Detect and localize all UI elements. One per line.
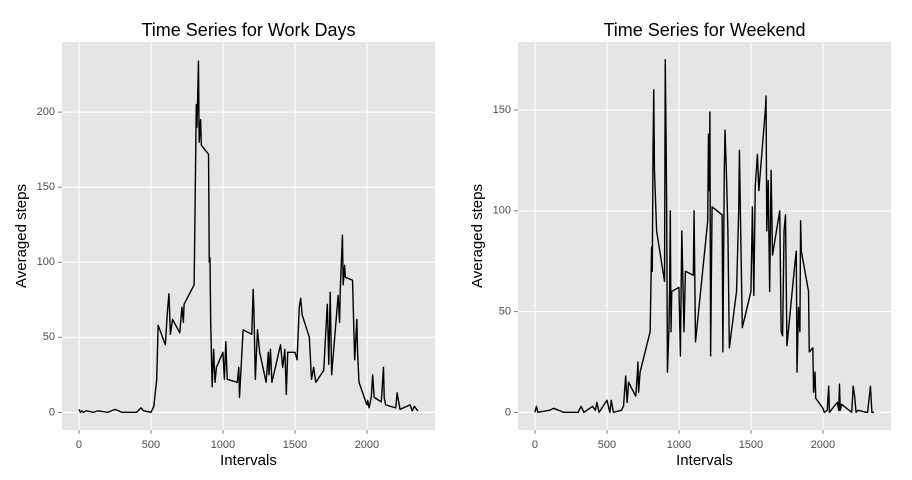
x-tick-label: 1000 <box>211 439 235 451</box>
y-tick-label: 100 <box>493 205 511 217</box>
y-tick-label: 50 <box>43 331 55 343</box>
x-tick-label: 2000 <box>355 439 379 451</box>
y-axis-title: Averaged steps <box>13 184 30 288</box>
data-line <box>78 60 419 414</box>
x-tick-label: 1500 <box>739 439 763 451</box>
y-tick-label: 0 <box>49 406 55 418</box>
x-tick-label: 0 <box>76 439 82 451</box>
y-tick-label: 150 <box>37 181 55 193</box>
x-tick-label: 1500 <box>283 439 307 451</box>
x-axis-title: Intervals <box>676 452 733 469</box>
x-axis-title: Intervals <box>220 452 277 469</box>
x-tick-label: 2000 <box>811 439 835 451</box>
panel-background <box>518 42 891 430</box>
x-tick-label: 500 <box>598 439 616 451</box>
x-tick-label: 500 <box>142 439 160 451</box>
x-tick-label: 1000 <box>667 439 691 451</box>
y-tick-label: 150 <box>493 104 511 116</box>
y-tick-label: 200 <box>37 106 55 118</box>
y-tick-label: 100 <box>37 256 55 268</box>
y-axis-title: Averaged steps <box>469 184 486 288</box>
y-tick-label: 0 <box>505 406 511 418</box>
chart-title: Time Series for Work Days <box>141 20 355 40</box>
chart-title: Time Series for Weekend <box>603 20 805 40</box>
x-tick-label: 0 <box>532 439 538 451</box>
panel-background <box>62 42 435 430</box>
y-tick-label: 50 <box>499 305 511 317</box>
data-line <box>534 58 875 414</box>
